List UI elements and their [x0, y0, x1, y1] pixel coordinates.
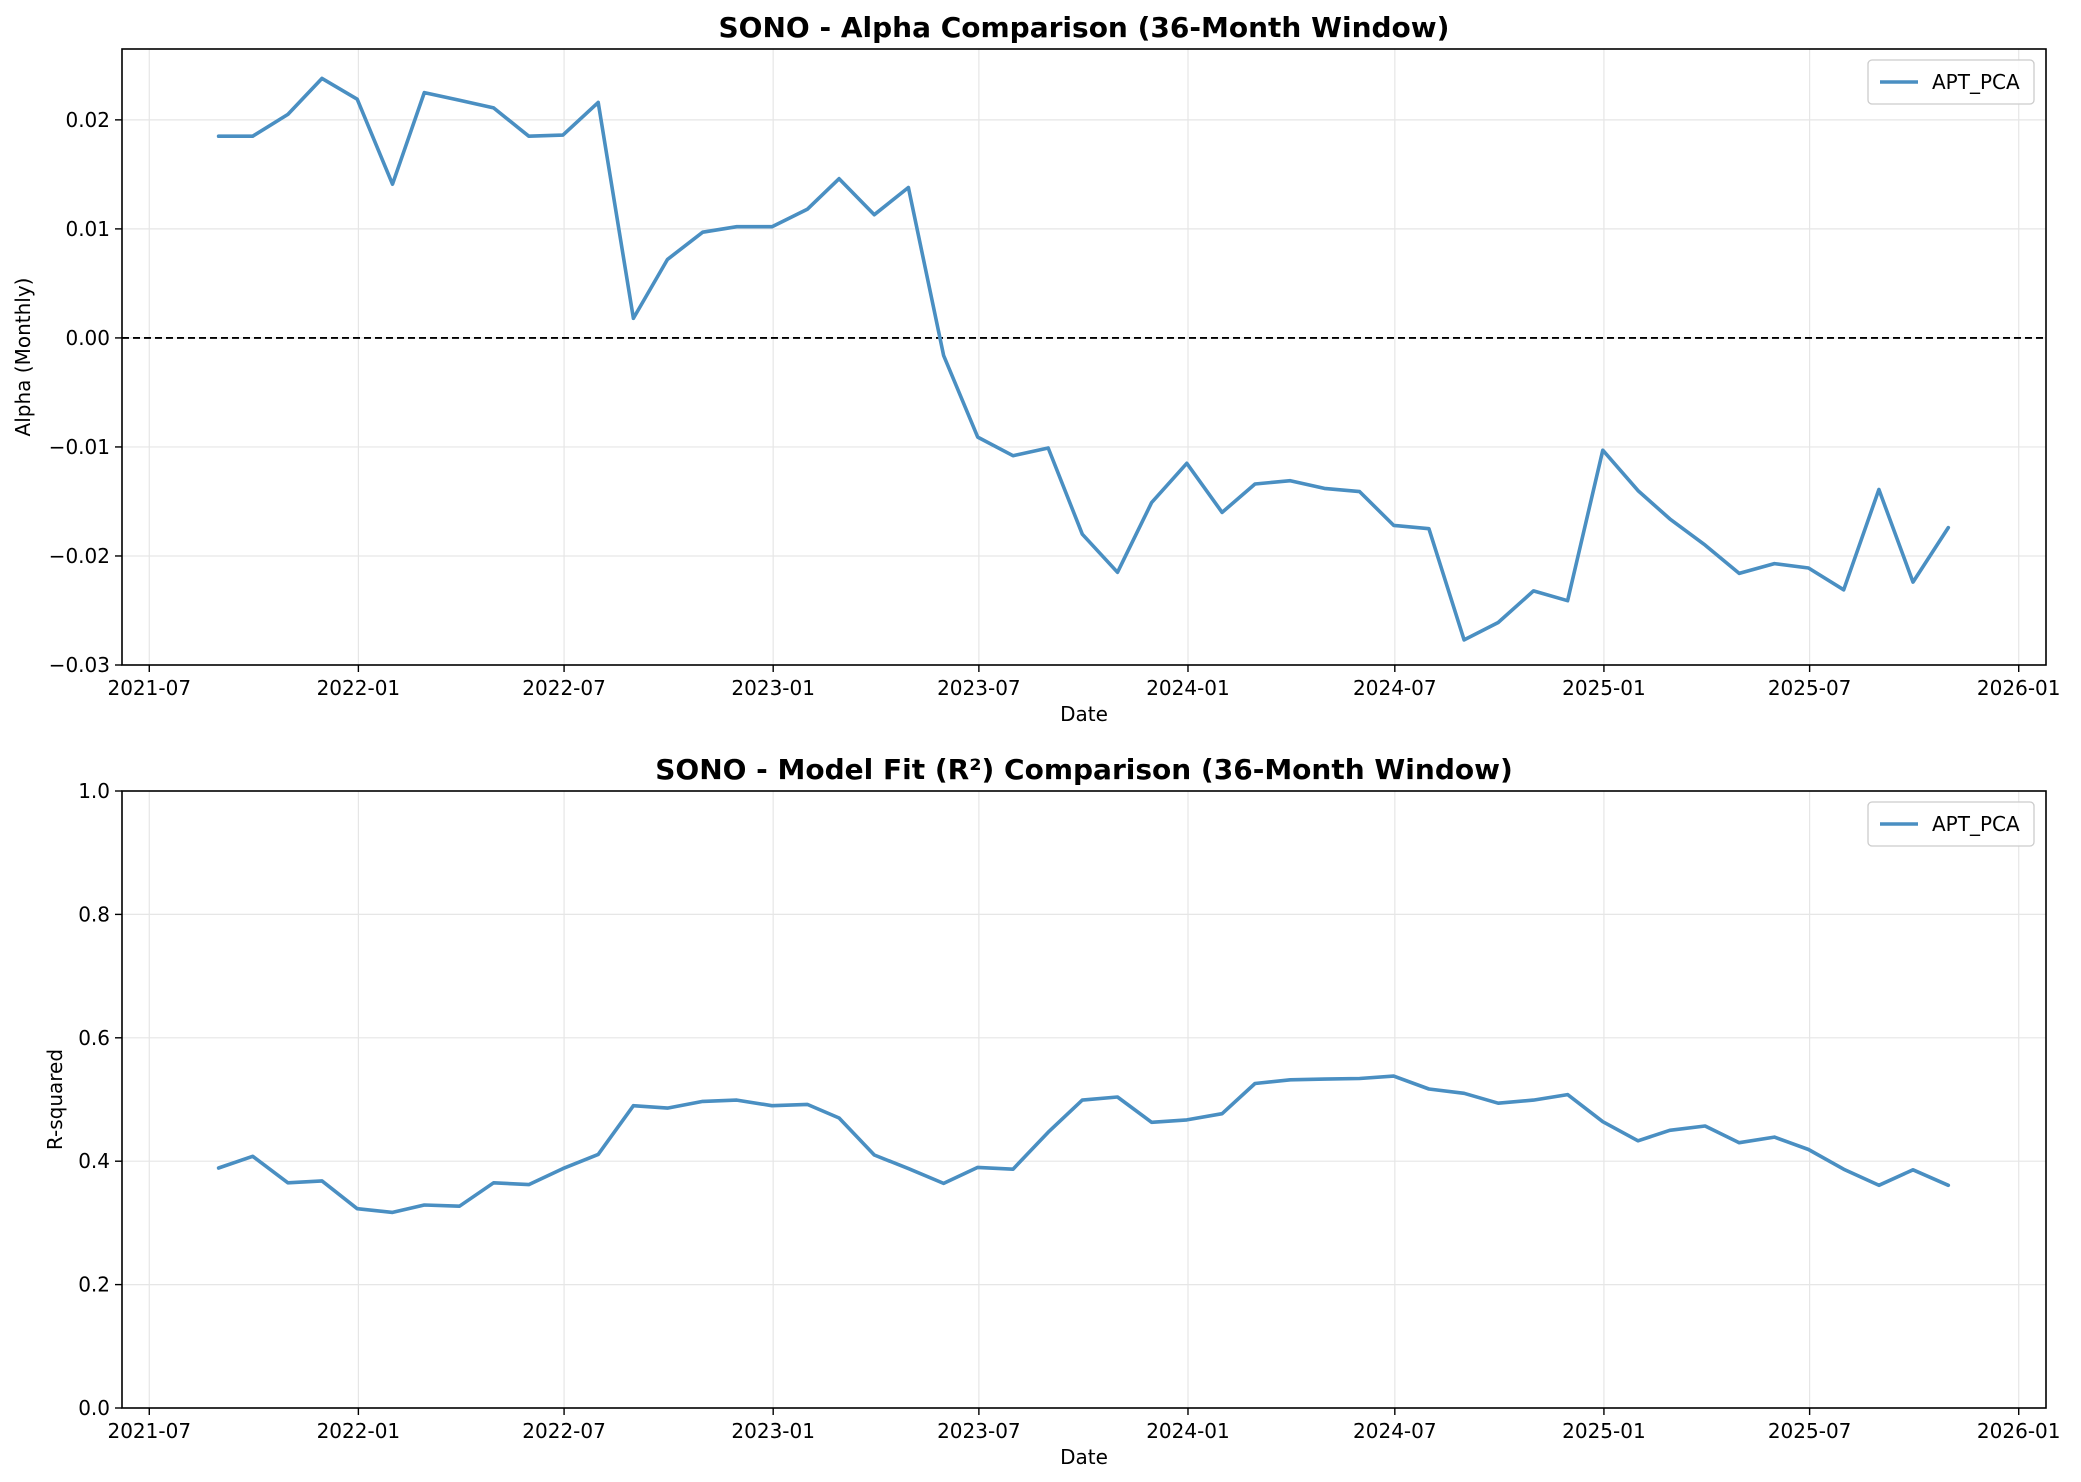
r-squared-x-axis: 2021-07 2022-01 2022-07 2023-01 2023-07 2024-…: [107, 1408, 2061, 1443]
alpha-series-line-0: [216, 76, 1951, 642]
alpha-x-tick-label: 2022-07: [522, 676, 606, 700]
r-squared-y-tick-label: 0.4: [78, 1149, 110, 1173]
r-squared-chart-title: SONO - Model Fit (R²) Comparison (36-Mon…: [655, 753, 1513, 786]
alpha-y-tick-label: 0.01: [65, 217, 110, 241]
alpha-y-tick-label: −0.02: [49, 544, 110, 568]
r-squared-y-axis-label: R-squared: [43, 1049, 67, 1150]
alpha-y-tick-label: −0.01: [49, 435, 110, 459]
r-squared-y-tick-label: 0.8: [78, 902, 110, 926]
alpha-x-tick-label: 2024-07: [1353, 676, 1437, 700]
alpha-x-tick-label: 2024-01: [1146, 676, 1230, 700]
r-squared-y-tick-label: 0.6: [78, 1026, 110, 1050]
r-squared-x-tick-label: 2023-01: [731, 1419, 815, 1443]
r-squared-chart: 2021-07 2022-01 2022-07 2023-01 2023-07 2024-…: [43, 753, 2061, 1469]
r-squared-x-tick-label: 2025-01: [1562, 1419, 1646, 1443]
r-squared-series-line-0: [216, 1074, 1951, 1215]
alpha-chart-title: SONO - Alpha Comparison (36-Month Window…: [719, 11, 1450, 44]
r-squared-y-axis: 0.0 0.2 0.4 0.6 0.8 1.0: [78, 779, 122, 1420]
alpha-chart: 2021-07 2022-01 2022-07 2023-01 2023-07 2024-…: [11, 11, 2061, 726]
r-squared-x-tick-label: 2022-01: [317, 1419, 401, 1443]
r-squared-y-tick-label: 0.0: [78, 1396, 110, 1420]
alpha-x-tick-label: 2023-07: [937, 676, 1021, 700]
r-squared-x-tick-label: 2024-01: [1146, 1419, 1230, 1443]
r-squared-x-tick-label: 2022-07: [522, 1419, 606, 1443]
r-squared-x-tick-label: 2025-07: [1768, 1419, 1852, 1443]
r-squared-legend: APT_PCA: [1867, 801, 2035, 847]
r-squared-x-tick-label: 2023-07: [937, 1419, 1021, 1443]
r-squared-x-tick-label: 2024-07: [1353, 1419, 1437, 1443]
alpha-y-tick-label: −0.03: [49, 653, 110, 677]
r-squared-legend-label: APT_PCA: [1932, 812, 2020, 836]
alpha-x-axis-label: Date: [1060, 702, 1108, 726]
alpha-legend: APT_PCA: [1867, 59, 2035, 105]
alpha-legend-box: [1867, 59, 2035, 105]
alpha-y-axis: −0.03 −0.02 −0.01 0.00 0.01 0.02: [49, 108, 122, 677]
alpha-x-tick-label: 2025-01: [1562, 676, 1646, 700]
alpha-x-tick-label: 2026-01: [1977, 676, 2061, 700]
alpha-x-tick-label: 2022-01: [317, 676, 401, 700]
alpha-y-tick-label: 0.02: [65, 108, 110, 132]
r-squared-x-tick-label: 2026-01: [1977, 1419, 2061, 1443]
r-squared-legend-box: [1867, 801, 2035, 847]
alpha-x-tick-label: 2021-07: [107, 676, 191, 700]
alpha-y-tick-label: 0.00: [65, 326, 110, 350]
r-squared-x-axis-label: Date: [1060, 1445, 1108, 1469]
r-squared-y-tick-label: 0.2: [78, 1273, 110, 1297]
alpha-x-tick-label: 2023-01: [731, 676, 815, 700]
alpha-plot-frame: [121, 48, 2047, 666]
r-squared-y-tick-label: 1.0: [78, 779, 110, 803]
alpha-x-tick-label: 2025-07: [1768, 676, 1852, 700]
r-squared-plot-frame: [121, 790, 2047, 1409]
alpha-x-axis: 2021-07 2022-01 2022-07 2023-01 2023-07 2024-…: [107, 665, 2061, 700]
alpha-y-axis-label: Alpha (Monthly): [11, 278, 35, 437]
alpha-legend-label: APT_PCA: [1932, 70, 2020, 94]
r-squared-x-tick-label: 2021-07: [107, 1419, 191, 1443]
